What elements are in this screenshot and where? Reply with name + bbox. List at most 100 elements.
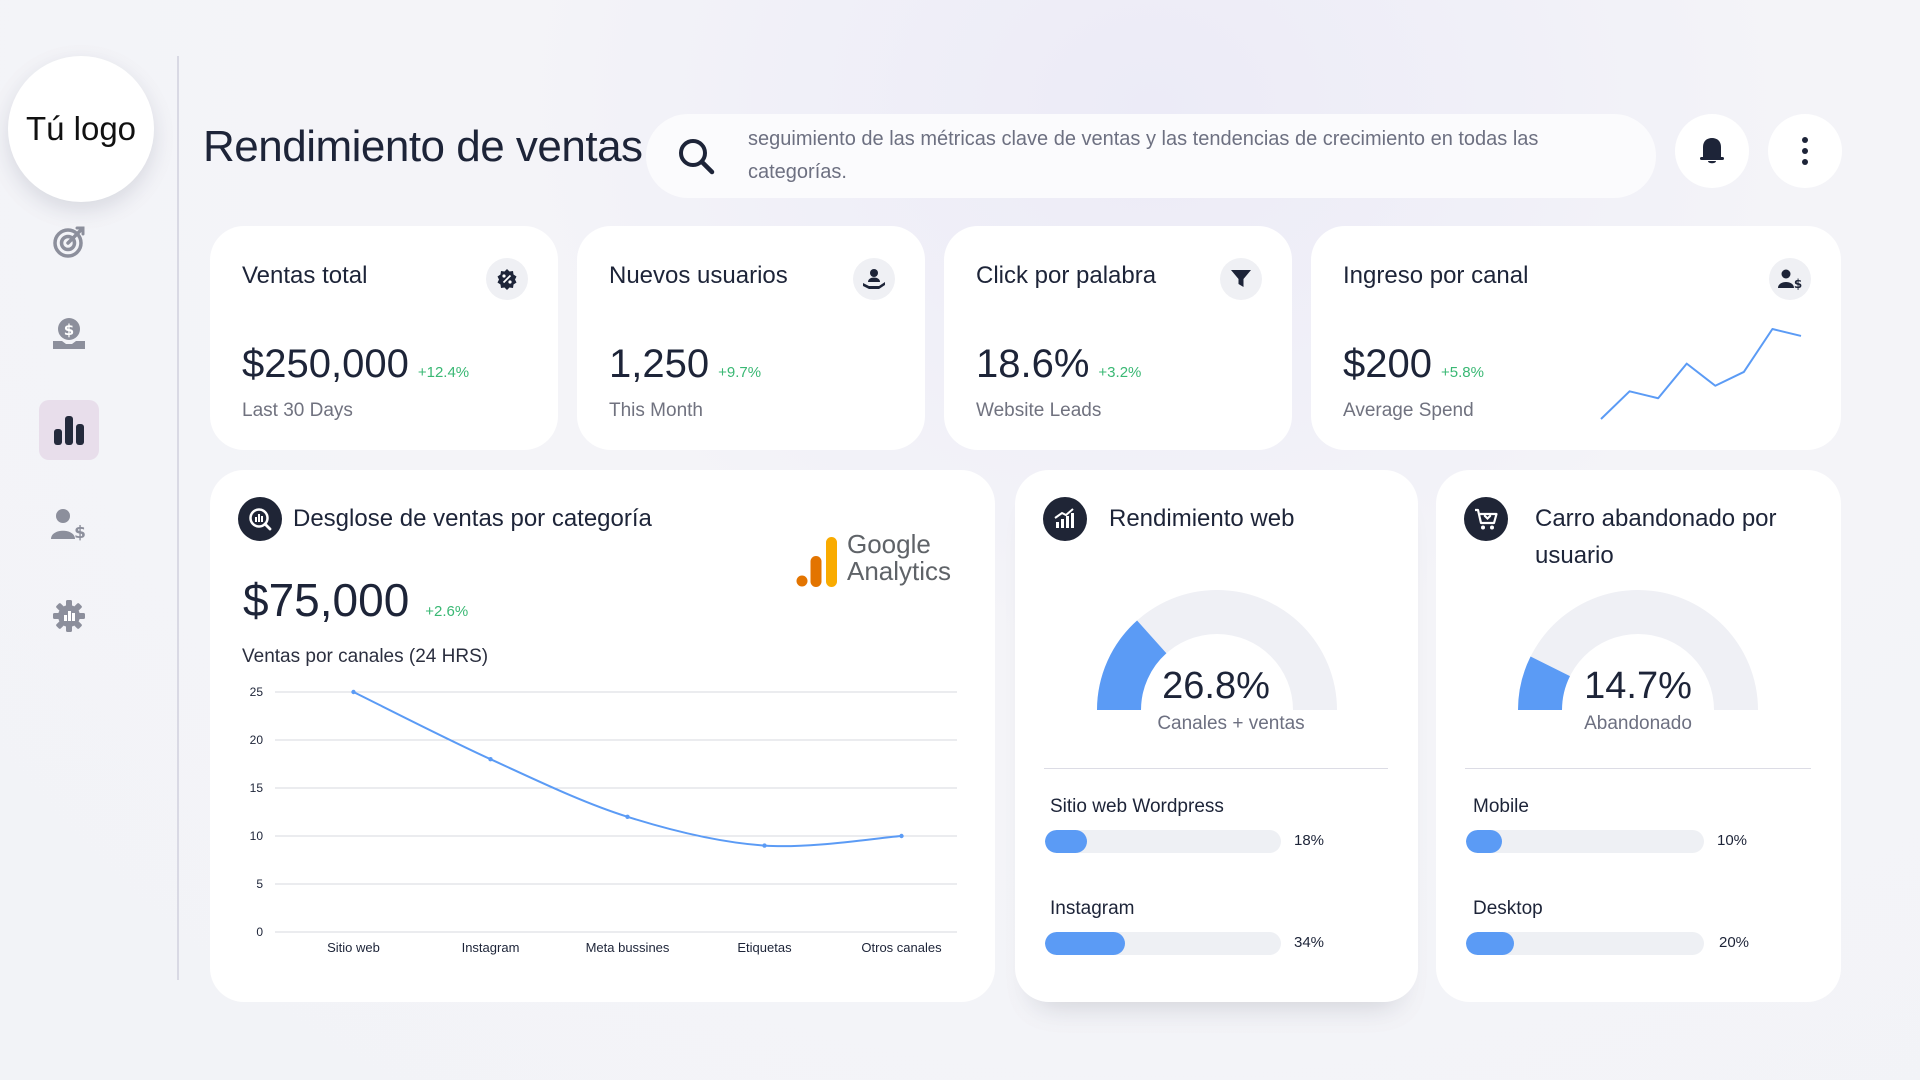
kpi-card-total-sales[interactable]: Ventas total $250,000 +12.4% Last 30 Days <box>210 226 558 450</box>
y-tick-label: 25 <box>250 685 264 699</box>
kpi-change: +3.2% <box>1098 364 1142 381</box>
progress-fill <box>1466 830 1502 853</box>
sidebar-item-settings[interactable] <box>39 586 99 646</box>
y-tick-label: 10 <box>250 829 264 843</box>
y-tick-label: 20 <box>250 733 264 747</box>
series-line <box>353 691 902 848</box>
logo[interactable]: Tú logo <box>8 56 154 202</box>
google-analytics-icon <box>796 537 837 587</box>
data-point <box>351 689 356 695</box>
breakdown-value: $75,000 <box>243 574 410 626</box>
gauge-value: 14.7% <box>1584 665 1692 707</box>
user-dollar-icon: $ <box>51 509 86 543</box>
y-tick-label: 15 <box>250 781 264 795</box>
kpi-title: Nuevos usuarios <box>609 262 788 289</box>
sparkline-chart <box>1600 328 1802 420</box>
kpi-title: Click por palabra <box>976 262 1157 289</box>
bar-percent: 10% <box>1717 832 1748 849</box>
kpi-change: +5.8% <box>1440 364 1484 381</box>
abandoned-cart-title: Carro abandonado por usuario <box>1535 505 1777 569</box>
funnel-icon <box>1220 258 1262 300</box>
breakdown-change: +2.6% <box>425 603 469 620</box>
kpi-title: Ventas total <box>242 262 368 289</box>
more-vertical-icon <box>1802 137 1808 165</box>
abandoned-cart-card: Carro abandonado por usuario 14.7% Aband… <box>1436 470 1841 1002</box>
web-performance-card: Rendimiento web 26.8% Canales + ventas S… <box>1015 470 1418 1002</box>
data-point <box>625 814 630 819</box>
x-tick-label: Instagram <box>462 940 520 955</box>
sidebar-item-analytics[interactable] <box>39 400 99 460</box>
chart-subtitle: Ventas por canales (24 HRS) <box>242 646 489 667</box>
more-options-button[interactable] <box>1768 114 1842 188</box>
gauge-label: Abandonado <box>1584 713 1692 734</box>
bar-percent: 20% <box>1719 934 1750 951</box>
gauge-label: Canales + ventas <box>1157 713 1305 734</box>
gauge-fill <box>1097 620 1167 710</box>
progress-fill <box>1045 830 1088 853</box>
search-bar[interactable]: seguimiento de las métricas clave de ven… <box>646 114 1656 198</box>
sidebar-item-goals[interactable] <box>39 212 99 272</box>
sales-line-chart: 0 5 10 15 20 25 Sitio web Instagram Meta bussine… <box>250 685 957 955</box>
bar-percent: 34% <box>1294 934 1325 951</box>
target-icon <box>53 226 85 258</box>
kpi-value: 1,250 <box>609 342 710 386</box>
ga-logo-line2: Analytics <box>847 556 952 586</box>
page-title: Rendimiento de ventas <box>203 122 643 171</box>
web-performance-title: Rendimiento web <box>1109 505 1295 532</box>
money-hand-icon: $ <box>53 318 85 349</box>
progress-bar <box>1045 932 1281 955</box>
kpi-card-revenue-per-channel[interactable]: Ingreso por canal $ $200 +5.8% Average Sp… <box>1311 226 1841 450</box>
breakdown-title: Desglose de ventas por categoría <box>293 505 652 532</box>
notifications-button[interactable] <box>1675 114 1749 188</box>
search-description: seguimiento de las métricas clave de ven… <box>748 128 1539 183</box>
kpi-change: +12.4% <box>417 364 470 381</box>
cart-heart-icon <box>1464 497 1508 541</box>
abandoned-cart-gauge <box>1518 590 1758 710</box>
kpi-value: $200 <box>1343 342 1432 386</box>
search-icon[interactable] <box>677 137 715 175</box>
y-tick-label: 0 <box>256 925 263 939</box>
kpi-subtitle: Website Leads <box>976 400 1102 421</box>
kpi-value: $250,000 <box>242 342 409 386</box>
kpi-subtitle: Last 30 Days <box>242 400 353 421</box>
gear-icon <box>53 600 85 632</box>
sales-breakdown-card: Desglose de ventas por categoría $75,000… <box>210 470 995 1002</box>
bar-label: Sitio web Wordpress <box>1050 796 1224 817</box>
growth-chart-icon <box>1043 497 1087 541</box>
progress-bar <box>1466 932 1704 955</box>
sidebar-divider <box>177 56 179 980</box>
kpi-card-new-users[interactable]: Nuevos usuarios 1,250 +9.7% This Month <box>577 226 925 450</box>
x-tick-label: Etiquetas <box>737 940 792 955</box>
svg-text:$: $ <box>74 523 86 543</box>
data-point <box>899 833 904 839</box>
sparkline-line <box>1600 328 1802 420</box>
x-tick-label: Meta bussines <box>586 940 670 955</box>
kpi-card-click-per-word[interactable]: Click por palabra 18.6% +3.2% Website Lea… <box>944 226 1292 450</box>
gauge-track <box>1097 590 1337 710</box>
x-tick-label: Otros canales <box>861 940 942 955</box>
gauge-fill <box>1518 656 1570 710</box>
bell-icon <box>1700 138 1724 164</box>
user-dollar-icon: $ <box>1769 258 1811 300</box>
x-tick-label: Sitio web <box>327 940 380 955</box>
svg-text:$: $ <box>1794 277 1802 290</box>
data-point <box>762 843 767 848</box>
sidebar-item-sales[interactable]: $ <box>39 304 99 364</box>
kpi-subtitle: This Month <box>609 400 703 421</box>
divider <box>1465 768 1811 769</box>
google-analytics-logo: Google Analytics <box>795 480 955 630</box>
bar-label: Mobile <box>1473 796 1529 817</box>
progress-bar <box>1045 830 1281 853</box>
kpi-value: 18.6% <box>976 342 1090 386</box>
bar-label: Desktop <box>1473 898 1543 919</box>
sidebar-item-customers[interactable]: $ <box>39 495 99 555</box>
web-performance-gauge <box>1097 590 1337 710</box>
progress-fill <box>1045 932 1126 955</box>
kpi-title: Ingreso por canal <box>1343 262 1529 289</box>
bar-chart-icon <box>54 416 84 445</box>
bar-percent: 18% <box>1294 832 1325 849</box>
gauge-value: 26.8% <box>1162 665 1270 707</box>
progress-bar <box>1466 830 1704 853</box>
y-tick-label: 5 <box>256 877 263 891</box>
gauge-track <box>1518 590 1758 710</box>
